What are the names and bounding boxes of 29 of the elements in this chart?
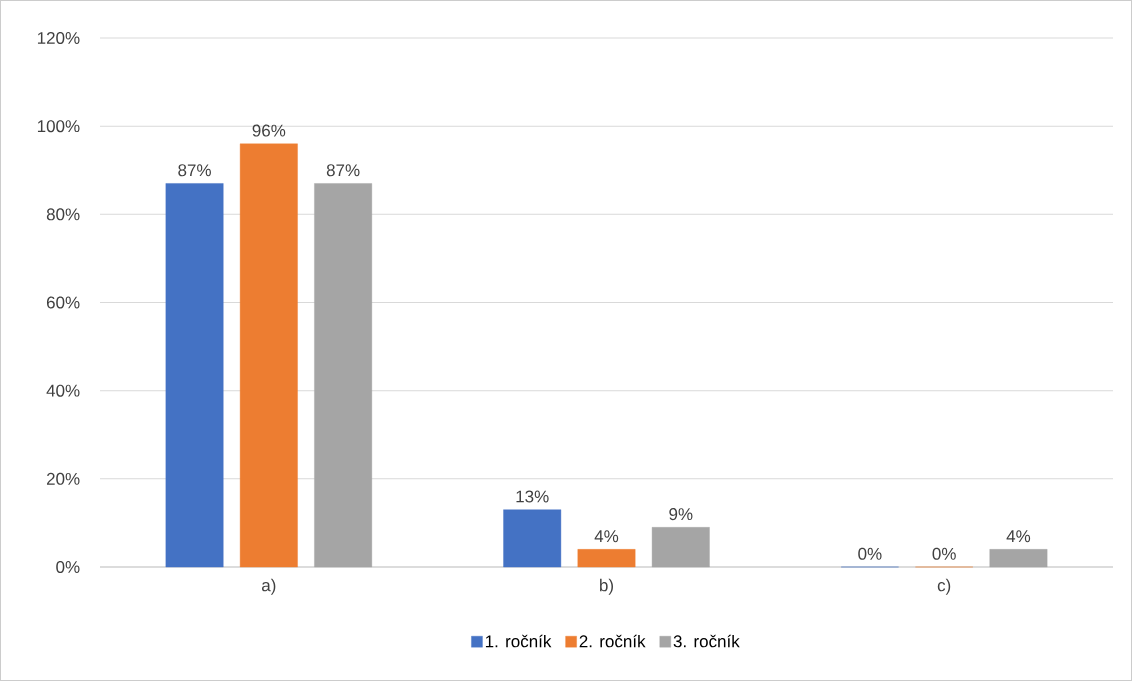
y-tick-label: 120% — [37, 31, 80, 45]
data-label: 0% — [932, 547, 956, 560]
bar — [577, 549, 636, 568]
y-tick-label: 40% — [46, 384, 80, 397]
legend-label: 2. ročník — [579, 634, 646, 648]
bar — [989, 549, 1048, 568]
bar — [314, 183, 373, 568]
x-tick-label: c) — [937, 578, 951, 595]
data-label: 13% — [516, 490, 549, 503]
bar — [503, 509, 562, 568]
legend-label: 3. ročník — [673, 634, 740, 648]
y-tick-label: 20% — [46, 472, 80, 485]
y-tick-label: 80% — [46, 208, 80, 221]
data-label: 87% — [326, 164, 360, 177]
data-label: 4% — [594, 530, 619, 543]
y-tick-label: 100% — [37, 120, 80, 133]
data-label: 87% — [178, 164, 211, 177]
bar — [165, 183, 224, 568]
data-label: 9% — [669, 508, 693, 521]
y-tick-label: 60% — [46, 296, 80, 309]
bar — [651, 527, 710, 568]
y-tick-label: 0% — [56, 560, 80, 574]
data-label: 0% — [858, 547, 882, 560]
x-tick-label: b) — [600, 578, 613, 595]
legend-label: 1. ročník — [485, 634, 552, 648]
bar — [239, 143, 298, 568]
data-label: 96% — [252, 124, 286, 137]
data-label: 4% — [1006, 530, 1031, 543]
x-tick-label: a) — [262, 578, 276, 595]
